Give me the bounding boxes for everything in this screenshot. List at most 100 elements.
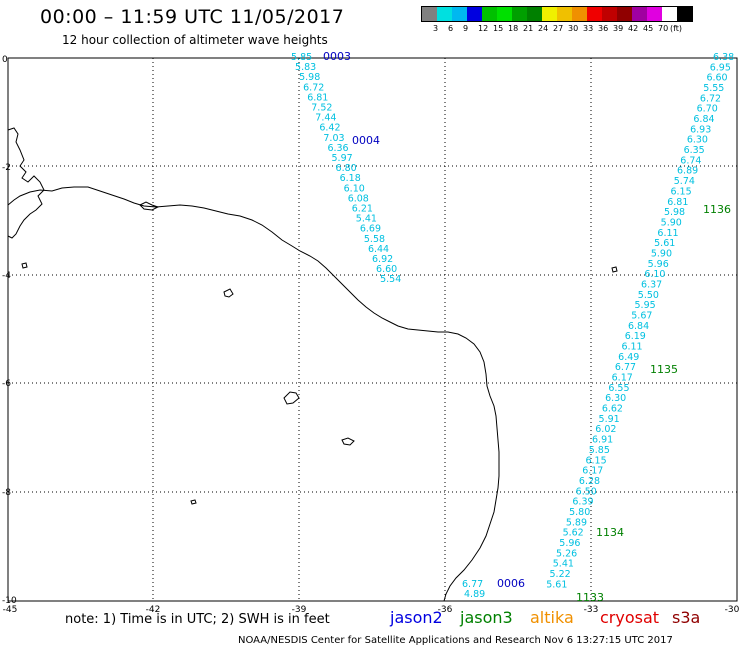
wave-height-value: 6.11 (621, 342, 642, 353)
wave-height-value: 5.61 (654, 238, 675, 249)
coastline (7, 186, 500, 602)
wave-height-value: 5.91 (599, 414, 620, 425)
scale-swatch (662, 7, 677, 21)
wave-height-value: 6.42 (319, 123, 340, 134)
wave-height-value: 6.21 (352, 204, 373, 215)
wave-height-value: 5.83 (295, 62, 316, 73)
wave-height-value: 6.95 (710, 62, 731, 73)
wave-height-value: 5.55 (703, 83, 724, 94)
scale-label: 30 (568, 24, 579, 33)
wave-height-value: 6.62 (602, 404, 623, 415)
wave-height-value: 6.84 (693, 114, 714, 125)
wave-height-value: 6.15 (585, 455, 606, 466)
grid-lines (8, 58, 737, 601)
y-tick-label: -6 (2, 379, 11, 389)
pass-id-label: 1134 (596, 526, 624, 539)
x-tick-label: -36 (438, 605, 453, 615)
wave-height-value: 6.81 (307, 92, 328, 103)
x-axis-ticks: -45 -42 -39 -36 -33 -30 (3, 605, 740, 615)
wave-height-value: 6.93 (690, 124, 711, 135)
wave-height-value: 5.67 (631, 311, 652, 322)
x-tick-label: -39 (292, 605, 307, 615)
scale-swatch (557, 7, 572, 21)
wave-height-value: 6.81 (667, 197, 688, 208)
wave-height-value: 6.74 (680, 155, 701, 166)
wave-height-value: 6.19 (625, 331, 646, 342)
scale-swatch (497, 7, 512, 21)
wave-height-value: 6.17 (582, 466, 603, 477)
wave-height-value: 6.89 (677, 166, 698, 177)
scale-label: 27 (553, 24, 564, 33)
scale-label: 15 (493, 24, 504, 33)
scale-label: 18 (508, 24, 519, 33)
wave-height-value: 4.89 (464, 589, 485, 600)
y-axis-ticks: 0 -2 -4 -6 -8 -10 (2, 55, 17, 606)
y-tick-label: -8 (2, 488, 11, 498)
pass-id-label: 1136 (703, 203, 731, 216)
pass-id-label: 1133 (576, 591, 604, 604)
wave-height-value: 5.50 (638, 290, 659, 301)
scale-label: 3 (433, 24, 439, 33)
x-tick-label: -33 (584, 605, 599, 615)
pass-id-label: 0004 (352, 134, 380, 147)
legend-entry: jason2 (390, 608, 443, 627)
track-right: 6.386.956.605.556.726.706.846.936.306.35… (546, 52, 734, 604)
scale-swatch (677, 7, 692, 21)
wave-height-value: 5.74 (674, 176, 695, 187)
scale-label: 24 (538, 24, 549, 33)
wave-height-value: 5.96 (559, 538, 580, 549)
track-bottom: 6.774.89 0006 (462, 577, 525, 600)
wave-height-value: 6.08 (348, 193, 369, 204)
legend-entry: s3a (672, 608, 701, 627)
wave-height-value: 6.15 (670, 186, 691, 197)
wave-height-value: 6.17 (612, 373, 633, 384)
wave-height-value: 6.44 (368, 244, 389, 255)
legend-entry: altika (530, 608, 574, 627)
wave-height-value: 6.30 (687, 135, 708, 146)
wave-height-value: 5.98 (664, 207, 685, 218)
legend-entry: jason3 (460, 608, 513, 627)
wave-height-value: 6.70 (697, 104, 718, 115)
wave-height-value: 6.50 (576, 486, 597, 497)
x-tick-label: -42 (146, 605, 161, 615)
scale-label: 21 (523, 24, 534, 33)
wave-height-value: 6.35 (684, 145, 705, 156)
island-shape (139, 201, 160, 211)
scale-swatch (602, 7, 617, 21)
legend-entry: cryosat (600, 608, 660, 627)
color-scale-bar (421, 6, 693, 22)
scale-swatch (617, 7, 632, 21)
credit-line: NOAA/NESDIS Center for Satellite Applica… (238, 635, 673, 646)
wave-height-value: 5.54 (380, 274, 401, 285)
wave-height-value: 6.55 (608, 383, 629, 394)
wave-height-value: 5.41 (553, 559, 574, 570)
wave-height-value: 6.80 (336, 163, 357, 174)
island-shape (283, 391, 300, 405)
wave-height-value: 6.91 (592, 435, 613, 446)
wave-height-value: 5.98 (299, 72, 320, 83)
island-shape (21, 262, 28, 269)
wave-height-value: 6.92 (372, 254, 393, 265)
scale-swatch (527, 7, 542, 21)
wave-height-value: 6.38 (713, 52, 734, 63)
wave-height-value: 5.90 (661, 217, 682, 228)
wave-height-value: 7.52 (311, 103, 332, 114)
wave-height-value: 6.39 (572, 497, 593, 508)
wave-height-value: 6.28 (579, 476, 600, 487)
scale-swatch (647, 7, 662, 21)
scale-label: 36 (598, 24, 609, 33)
scale-swatch (512, 7, 527, 21)
wave-height-value: 7.44 (315, 113, 336, 124)
scale-label: 42 (628, 24, 639, 33)
wave-height-value: 5.95 (635, 300, 656, 311)
wave-height-value: 5.61 (546, 579, 567, 590)
wave-height-value: 5.85 (291, 52, 312, 63)
wave-height-value: 6.37 (641, 279, 662, 290)
island-shape (341, 437, 355, 446)
wave-height-value: 6.84 (628, 321, 649, 332)
wave-height-value: 5.41 (356, 214, 377, 225)
y-tick-label: -10 (2, 596, 17, 606)
map-title: 00:00 – 11:59 UTC 11/05/2017 (40, 6, 345, 28)
wave-height-value: 6.77 (615, 362, 636, 373)
wave-height-value: 6.18 (340, 173, 361, 184)
